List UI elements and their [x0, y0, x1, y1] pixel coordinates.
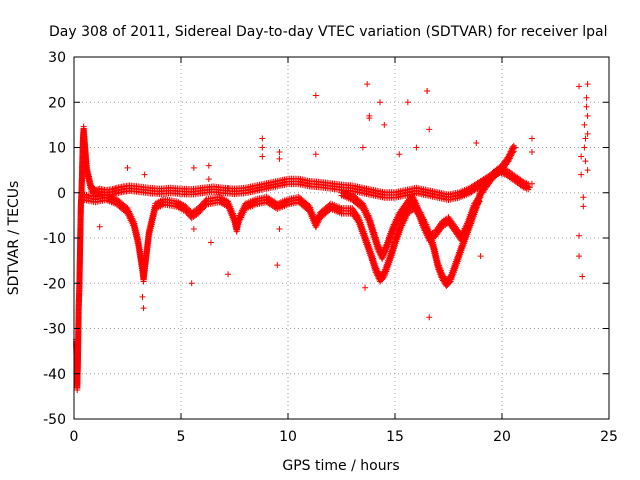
point-outliers	[377, 99, 384, 106]
point-outliers	[225, 185, 232, 192]
point-outliers	[259, 144, 266, 151]
point-outliers	[205, 176, 212, 183]
y-tick-label: -30	[43, 322, 66, 338]
point-lower-band	[182, 202, 189, 209]
point-late-cluster	[582, 158, 589, 165]
data-points	[73, 81, 591, 394]
x-tick-label: 20	[493, 429, 511, 445]
point-late-cluster	[582, 135, 589, 142]
point-outliers	[396, 151, 403, 158]
point-outliers	[188, 280, 195, 287]
point-late-cluster	[584, 81, 591, 88]
point-outliers	[259, 153, 266, 160]
point-mid-band	[476, 193, 483, 200]
point-outliers	[359, 144, 366, 151]
point-late-cluster	[581, 121, 588, 128]
x-tick-label: 25	[600, 429, 618, 445]
point-lower-band	[202, 197, 209, 204]
point-outliers	[404, 99, 411, 106]
point-outliers	[190, 164, 197, 171]
point-lower-band	[186, 206, 193, 213]
point-outliers	[276, 149, 283, 156]
y-axis-label: SDTVAR / TECUs	[6, 181, 22, 296]
point-outliers	[96, 223, 103, 230]
point-late-cluster	[576, 83, 583, 90]
point-outliers	[413, 144, 420, 151]
grid-lines	[74, 57, 609, 419]
x-tick-label: 0	[70, 429, 79, 445]
point-outliers	[140, 305, 147, 312]
y-tick-label: 10	[48, 141, 66, 157]
point-outliers	[276, 225, 283, 232]
point-outliers	[259, 135, 266, 142]
point-late-cluster	[580, 194, 587, 201]
y-tick-label: -10	[43, 231, 66, 247]
axis-ticks: 0 5 10 15 20 25 -50 -40 -30 -20 -10 0 10 20 30	[43, 50, 618, 445]
point-outliers	[274, 262, 281, 269]
point-late-cluster	[578, 171, 585, 178]
point-outliers	[366, 115, 373, 122]
y-tick-label: 20	[48, 95, 66, 111]
point-outliers	[139, 293, 146, 300]
point-outliers	[141, 171, 148, 178]
point-late-cluster	[584, 130, 591, 137]
point-outliers	[528, 135, 535, 142]
y-tick-label: 30	[48, 50, 66, 66]
point-main-band	[509, 149, 516, 156]
point-outliers	[362, 284, 369, 291]
point-mid-band	[477, 194, 484, 201]
point-late-cluster	[578, 153, 585, 160]
point-outliers	[364, 81, 371, 88]
point-outliers	[276, 155, 283, 162]
x-tick-label: 10	[279, 429, 297, 445]
point-late-cluster	[584, 167, 591, 174]
point-outliers	[477, 253, 484, 260]
x-tick-label: 15	[386, 429, 404, 445]
x-axis-label: GPS time / hours	[282, 458, 399, 474]
point-lower-band	[202, 202, 209, 209]
point-late-cluster	[584, 112, 591, 119]
point-main-band	[511, 144, 518, 151]
point-lower-band	[183, 204, 190, 211]
point-outliers	[381, 121, 388, 128]
point-lower-band	[526, 184, 533, 191]
point-lower-band	[518, 177, 525, 184]
point-outliers	[312, 92, 319, 99]
point-outliers	[190, 225, 197, 232]
point-late-cluster	[580, 203, 587, 210]
point-mid-band	[476, 198, 483, 205]
y-tick-label: -40	[43, 367, 66, 383]
point-outliers	[426, 314, 433, 321]
point-outliers	[426, 126, 433, 133]
point-outliers	[424, 87, 431, 94]
point-late-cluster	[583, 94, 590, 101]
point-outliers	[207, 239, 214, 246]
point-main-band	[510, 148, 517, 155]
y-tick-label: -20	[43, 276, 66, 292]
point-outliers	[528, 180, 535, 187]
y-tick-label: 0	[57, 186, 66, 202]
point-late-cluster	[576, 253, 583, 260]
point-outliers	[124, 164, 131, 171]
chart-title: Day 308 of 2011, Sidereal Day-to-day VTE…	[49, 24, 607, 40]
point-lower-band	[184, 205, 191, 212]
point-outliers	[528, 149, 535, 156]
point-outliers	[312, 151, 319, 158]
point-outliers	[205, 162, 212, 169]
point-late-cluster	[579, 273, 586, 280]
point-outliers	[225, 271, 232, 278]
y-tick-label: -50	[43, 412, 66, 428]
point-late-cluster	[581, 144, 588, 151]
point-outliers	[473, 139, 480, 146]
point-late-cluster	[583, 103, 590, 110]
x-tick-label: 5	[177, 429, 186, 445]
point-late-cluster	[576, 232, 583, 239]
